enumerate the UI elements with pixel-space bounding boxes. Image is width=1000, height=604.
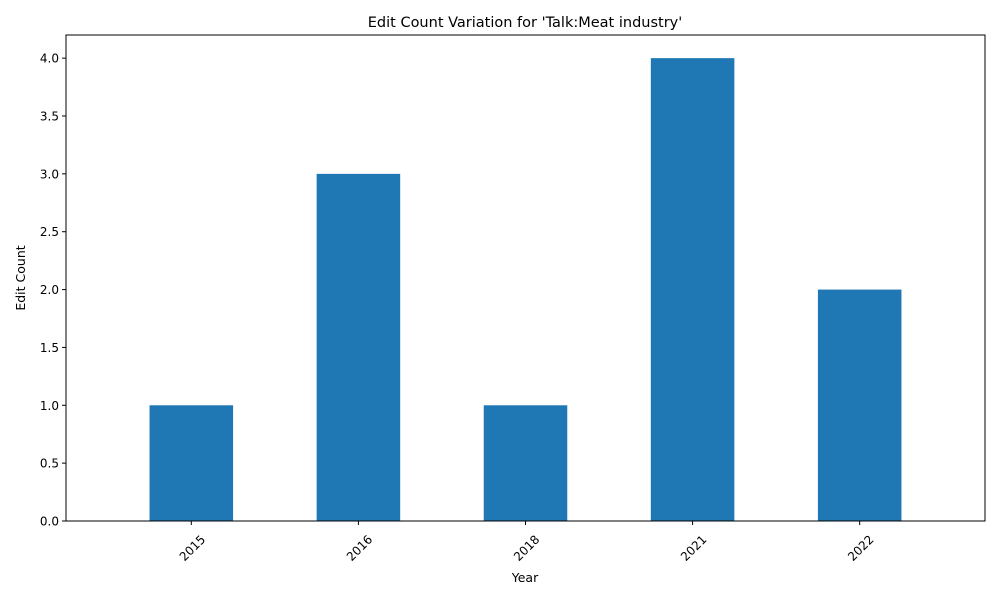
chart-title: Edit Count Variation for 'Talk:Meat indu…	[368, 15, 682, 31]
bar-2022	[817, 289, 902, 521]
y-axis-label: Edit Count	[13, 245, 28, 310]
y-tick-label: 3.0	[40, 167, 59, 181]
y-tick-label: 0.0	[40, 515, 59, 529]
bar-2016	[316, 173, 401, 521]
bars-group	[149, 58, 902, 522]
y-tick-label: 1.5	[40, 341, 59, 355]
y-tick-label: 1.0	[40, 399, 59, 413]
y-tick-label: 3.5	[40, 110, 59, 124]
y-tick-label: 0.5	[40, 457, 59, 471]
y-axis-ticks: 0.0 0.5 1.0 1.5 2.0 2.5 3.0 3.5 4.0	[40, 52, 66, 529]
x-axis-label: Year	[511, 570, 539, 585]
bar-2021	[650, 58, 735, 522]
bar-2018	[483, 405, 568, 521]
y-tick-label: 4.0	[40, 52, 59, 66]
bar-2015	[149, 405, 234, 521]
y-tick-label: 2.5	[40, 225, 59, 239]
plot-frame	[65, 34, 986, 522]
y-tick-label: 2.0	[40, 283, 59, 297]
